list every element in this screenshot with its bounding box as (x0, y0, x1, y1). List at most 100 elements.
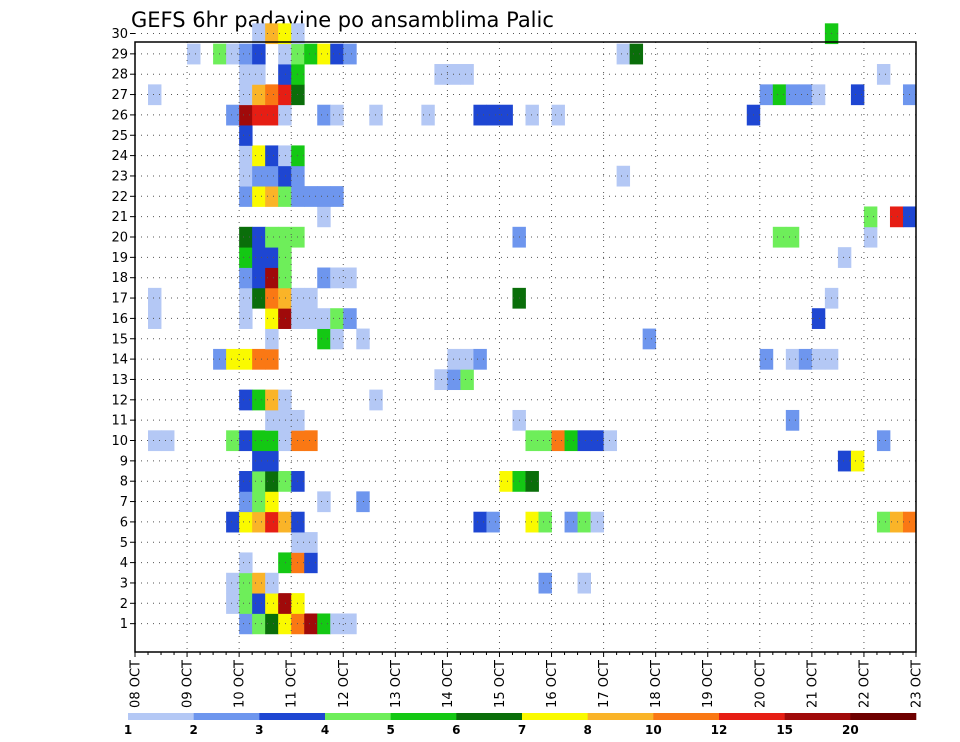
heatmap-cell (772, 226, 787, 248)
y-tick-label: 13 (111, 373, 128, 388)
x-tick-label: 21 OCT (805, 660, 820, 708)
heatmap-cell (265, 23, 279, 45)
colorbar-segment (128, 713, 194, 720)
heatmap-cell (278, 43, 292, 65)
heatmap-cell (551, 104, 565, 126)
heatmap-cell (265, 247, 279, 268)
heatmap-cell (265, 613, 279, 635)
heatmap-cell (616, 43, 631, 65)
heatmap-cell (278, 409, 292, 431)
y-tick-label: 4 (120, 556, 128, 571)
heatmap-cell (317, 104, 331, 126)
heatmap-cell (252, 491, 266, 513)
heatmap-cell (252, 23, 266, 45)
heatmap-cell (356, 328, 370, 350)
heatmap-cell (252, 348, 266, 370)
heatmap-cell (278, 267, 292, 289)
heatmap-cell (785, 348, 800, 370)
heatmap-cell (811, 348, 826, 370)
heatmap-cell (239, 125, 253, 146)
y-tick-label: 30 (111, 27, 128, 42)
heatmap-cell (889, 511, 904, 533)
colorbar-segment (325, 713, 391, 720)
heatmap-cell (252, 186, 266, 207)
heatmap-cell (148, 308, 162, 329)
x-tick-label: 17 OCT (597, 660, 612, 708)
heatmap-cell (265, 145, 279, 167)
x-tick-label: 18 OCT (649, 660, 664, 708)
heatmap-cell (369, 389, 383, 411)
heatmap-cell (772, 84, 787, 106)
heatmap-cell (252, 43, 266, 65)
heatmap-cell (265, 593, 279, 614)
heatmap-cell (239, 491, 253, 513)
heatmap-cell (343, 308, 357, 329)
heatmap-cell (278, 308, 292, 329)
heatmap-cell (239, 511, 253, 533)
heatmap-cell (278, 287, 292, 309)
heatmap-cell (265, 450, 279, 472)
heatmap-cell (278, 389, 292, 411)
colorbar-label: 2 (189, 723, 197, 737)
heatmap-cell (525, 511, 539, 533)
heatmap-cell (343, 267, 357, 289)
heatmap-cell (278, 226, 292, 248)
heatmap-cell (187, 43, 201, 65)
heatmap-cell (278, 552, 292, 574)
heatmap-cell (525, 104, 539, 126)
heatmap-cell (161, 430, 175, 452)
colorbar-label: 3 (255, 723, 263, 737)
heatmap-cell (265, 226, 279, 248)
heatmap-cell (252, 511, 266, 533)
x-tick-label: 11 OCT (285, 660, 300, 708)
heatmap-cell (759, 348, 774, 370)
heatmap-cell (538, 572, 552, 594)
heatmap-cell (798, 348, 813, 370)
y-tick-label: 16 (111, 312, 128, 327)
heatmap-cell (239, 613, 253, 635)
heatmap-cell (252, 613, 266, 635)
heatmap-cell (564, 511, 578, 533)
heatmap-cell (577, 572, 591, 594)
heatmap-cell (278, 165, 292, 187)
heatmap-cell (148, 430, 162, 452)
heatmap-cell (148, 84, 162, 106)
heatmap-cell (304, 287, 318, 309)
heatmap-cell (239, 572, 253, 594)
heatmap-cell (785, 84, 800, 106)
colorbar-label: 20 (842, 723, 859, 737)
heatmap-cell (837, 450, 852, 472)
heatmap-cell (460, 369, 474, 391)
colorbar-label: 15 (776, 723, 793, 737)
heatmap-cell (785, 409, 800, 431)
heatmap-cell (473, 511, 487, 533)
heatmap-cell (538, 511, 552, 533)
heatmap-cell (252, 64, 266, 85)
heatmap-cell (577, 430, 591, 452)
y-tick-label: 14 (111, 353, 128, 368)
heatmap-cell (252, 287, 266, 309)
heatmap-cell (252, 226, 266, 248)
y-tick-label: 3 (120, 576, 128, 591)
x-tick-label: 19 OCT (701, 660, 716, 708)
heatmap-cell (239, 471, 253, 492)
colorbar-label: 8 (583, 723, 591, 737)
heatmap-cell (447, 64, 461, 85)
heatmap-cell (460, 348, 474, 370)
colorbar-label: 4 (321, 723, 329, 737)
heatmap-cell (473, 348, 487, 370)
heatmap-cell (278, 186, 292, 207)
heatmap-cell (876, 64, 891, 85)
heatmap-cell (863, 226, 878, 248)
heatmap-cell (304, 532, 318, 553)
heatmap-cell (421, 104, 435, 126)
x-tick-label: 09 OCT (181, 660, 196, 708)
heatmap-cell (278, 104, 292, 126)
heatmap-cell (252, 450, 266, 472)
heatmap-cell (551, 430, 565, 452)
heatmap-cell (577, 511, 591, 533)
heatmap-cell (278, 145, 292, 167)
x-axis: 08 OCT 09 OCT 10 OCT 11 OCT 12 OCT 13 OCT 14 O… (129, 652, 925, 708)
heatmap-cell (265, 511, 279, 533)
